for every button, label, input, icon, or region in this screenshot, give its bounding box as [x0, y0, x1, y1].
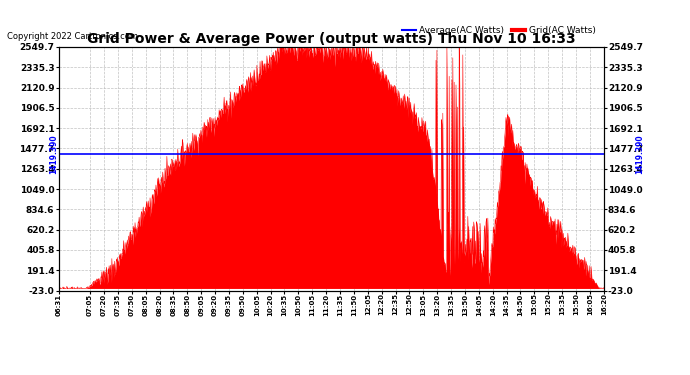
- Title: Grid Power & Average Power (output watts) Thu Nov 10 16:33: Grid Power & Average Power (output watts…: [87, 32, 575, 46]
- Text: 1419.390: 1419.390: [49, 134, 58, 174]
- Text: Copyright 2022 Cartronics.com: Copyright 2022 Cartronics.com: [7, 32, 138, 41]
- Legend: Average(AC Watts), Grid(AC Watts): Average(AC Watts), Grid(AC Watts): [399, 22, 599, 38]
- Text: 1419.390: 1419.390: [635, 134, 644, 174]
